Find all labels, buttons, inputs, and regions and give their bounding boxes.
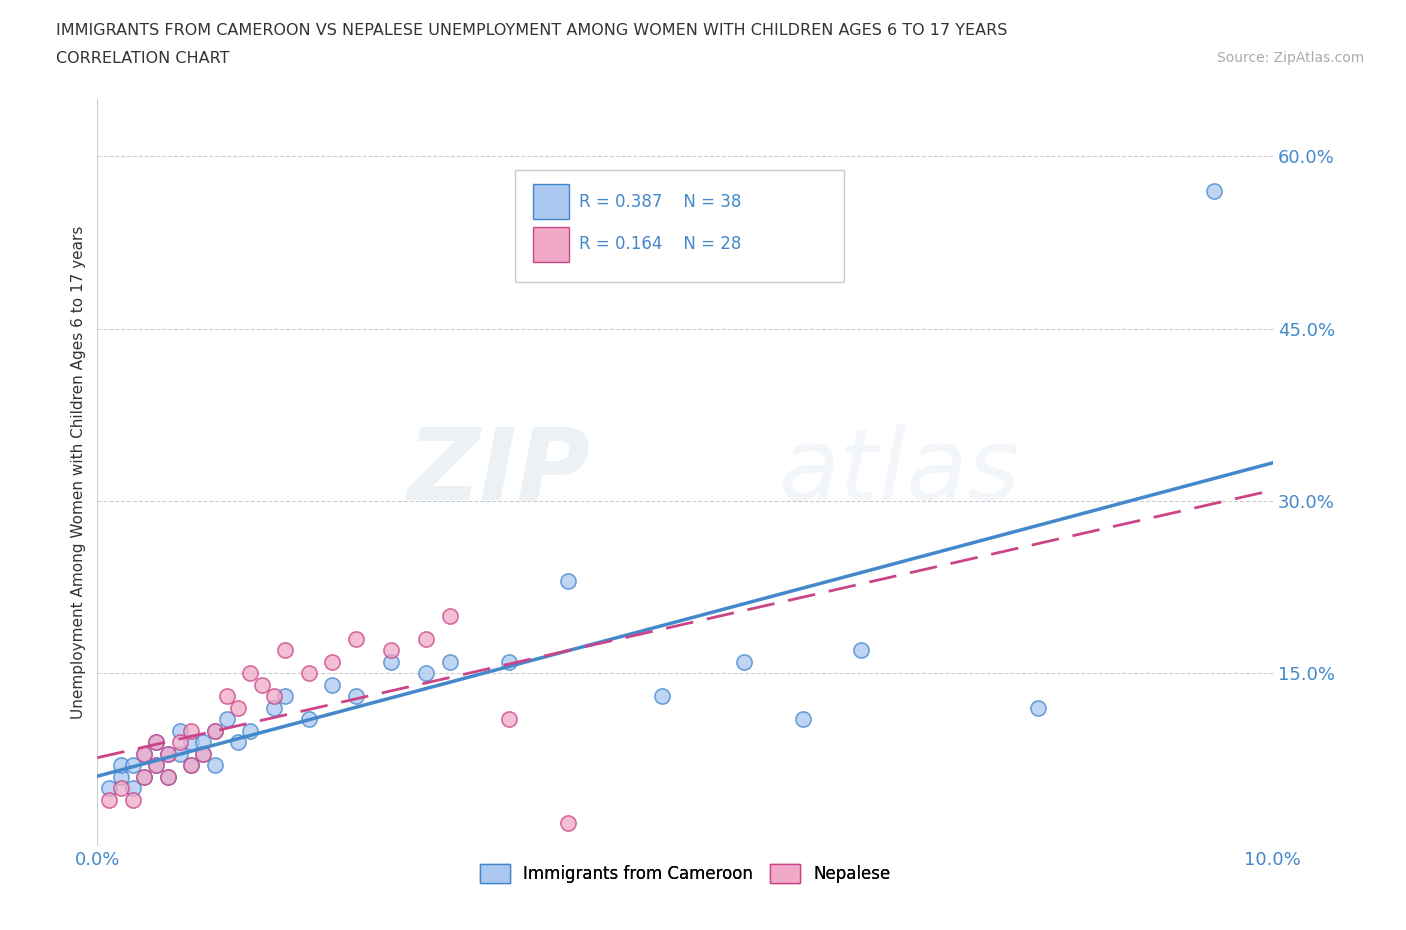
Point	[169, 746, 191, 761]
Text: IMMIGRANTS FROM CAMEROON VS NEPALESE UNEMPLOYMENT AMONG WOMEN WITH CHILDREN AGES: IMMIGRANTS FROM CAMEROON VS NEPALESE UNE…	[56, 23, 1008, 38]
Point	[321, 655, 343, 670]
Point	[134, 746, 156, 761]
Point	[250, 677, 273, 692]
Text: CORRELATION CHART: CORRELATION CHART	[56, 51, 229, 66]
FancyBboxPatch shape	[533, 184, 568, 219]
Point	[110, 758, 132, 773]
Point	[180, 735, 202, 750]
Point	[274, 643, 297, 658]
Point	[733, 655, 755, 670]
Point	[204, 724, 226, 738]
Point	[204, 758, 226, 773]
Point	[215, 711, 238, 726]
Text: atlas: atlas	[779, 424, 1021, 521]
Legend: Immigrants from Cameroon, Nepalese: Immigrants from Cameroon, Nepalese	[474, 857, 897, 890]
Point	[134, 769, 156, 784]
Point	[415, 631, 437, 646]
Point	[110, 781, 132, 796]
Point	[239, 666, 262, 681]
Point	[439, 608, 461, 623]
Point	[121, 781, 143, 796]
Point	[651, 689, 673, 704]
Point	[321, 677, 343, 692]
Point	[344, 631, 367, 646]
Point	[145, 758, 167, 773]
Point	[215, 689, 238, 704]
Point	[180, 724, 202, 738]
Point	[239, 724, 262, 738]
Point	[134, 746, 156, 761]
Point	[380, 655, 402, 670]
Point	[169, 735, 191, 750]
Point	[180, 758, 202, 773]
Point	[557, 574, 579, 589]
Point	[851, 643, 873, 658]
Text: R = 0.164    N = 28: R = 0.164 N = 28	[579, 235, 741, 253]
Point	[156, 769, 179, 784]
Point	[98, 792, 121, 807]
Point	[274, 689, 297, 704]
Point	[792, 711, 814, 726]
Y-axis label: Unemployment Among Women with Children Ages 6 to 17 years: Unemployment Among Women with Children A…	[72, 225, 86, 719]
Point	[180, 758, 202, 773]
Text: Source: ZipAtlas.com: Source: ZipAtlas.com	[1216, 51, 1364, 65]
Point	[228, 735, 250, 750]
Point	[191, 746, 214, 761]
Point	[557, 816, 579, 830]
Point	[110, 769, 132, 784]
Point	[145, 735, 167, 750]
Point	[191, 746, 214, 761]
Point	[156, 769, 179, 784]
Point	[498, 711, 520, 726]
Point	[1026, 700, 1049, 715]
Point	[415, 666, 437, 681]
Point	[263, 689, 285, 704]
FancyBboxPatch shape	[533, 227, 568, 262]
Point	[145, 758, 167, 773]
Point	[298, 711, 321, 726]
Point	[498, 655, 520, 670]
Point	[263, 700, 285, 715]
Point	[204, 724, 226, 738]
Point	[298, 666, 321, 681]
Point	[1202, 183, 1225, 198]
Point	[145, 735, 167, 750]
Point	[156, 746, 179, 761]
Point	[439, 655, 461, 670]
Point	[98, 781, 121, 796]
Point	[380, 643, 402, 658]
Text: ZIP: ZIP	[408, 424, 591, 521]
Point	[134, 769, 156, 784]
Point	[169, 724, 191, 738]
Point	[121, 758, 143, 773]
Point	[344, 689, 367, 704]
FancyBboxPatch shape	[515, 169, 844, 282]
Point	[228, 700, 250, 715]
Point	[121, 792, 143, 807]
Text: R = 0.387    N = 38: R = 0.387 N = 38	[579, 193, 741, 211]
Point	[191, 735, 214, 750]
Point	[156, 746, 179, 761]
